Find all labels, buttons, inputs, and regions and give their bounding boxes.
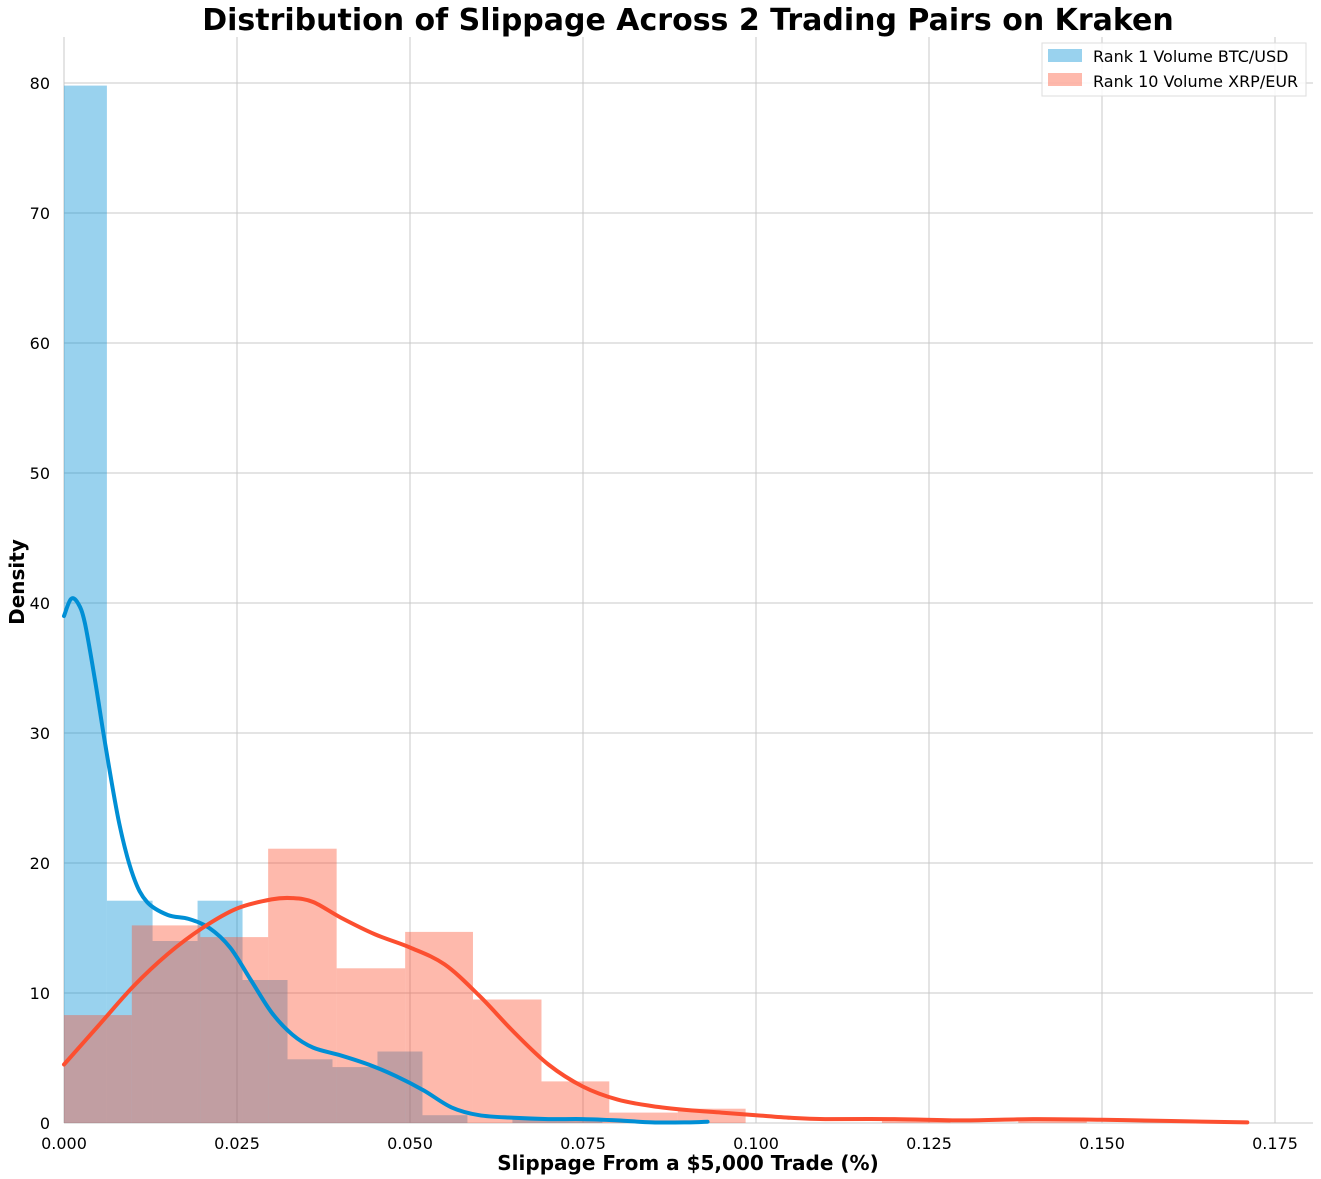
x-tick-label: 0.175 <box>1252 1134 1298 1153</box>
legend-box <box>1041 42 1307 97</box>
y-tick-label: 20 <box>30 854 50 873</box>
y-tick-label: 30 <box>30 724 50 743</box>
histogram-bar-xrp-eur <box>268 848 337 1123</box>
x-tick-label: 0.075 <box>560 1134 606 1153</box>
y-axis-label: Density <box>5 539 29 625</box>
tick-labels: 0.000 0.025 0.050 0.075 0.100 0.125 0.150 0.175… <box>30 74 1298 1153</box>
x-tick-label: 0.000 <box>41 1134 87 1153</box>
y-tick-label: 50 <box>30 464 50 483</box>
histogram-bar-xrp-eur <box>405 931 473 1123</box>
histogram-bar-btc-usd <box>106 900 153 1123</box>
y-tick-label: 10 <box>30 984 50 1003</box>
y-tick-label: 60 <box>30 334 50 353</box>
histogram-bar-xrp-eur <box>200 937 269 1123</box>
y-tick-label: 70 <box>30 204 50 223</box>
x-tick-label: 0.050 <box>387 1134 433 1153</box>
histogram-bar-btc-usd <box>287 1059 333 1123</box>
histogram-bar-btc-usd <box>512 1119 558 1123</box>
chart-title: Distribution of Slippage Across 2 Tradin… <box>202 3 1174 38</box>
legend-label-btc-usd: Rank 1 Volume BTC/USD <box>1093 47 1288 66</box>
x-tick-label: 0.125 <box>906 1134 952 1153</box>
legend-swatch-xrp-eur <box>1048 73 1082 86</box>
histogram-bar-xrp-eur <box>64 1015 132 1123</box>
histogram-bar-btc-usd <box>64 85 107 1124</box>
histogram-bar-btc-usd <box>332 1067 378 1123</box>
legend: Rank 1 Volume BTC/USD Rank 10 Volume XRP… <box>1041 42 1307 97</box>
legend-label-xrp-eur: Rank 10 Volume XRP/EUR <box>1093 72 1298 91</box>
histogram-bar-xrp-eur <box>609 1112 678 1123</box>
histogram-bar-xrp-eur <box>336 968 406 1123</box>
histogram-bar-btc-usd <box>422 1115 468 1123</box>
x-axis-label: Slippage From a $5,000 Trade (%) <box>497 1151 878 1175</box>
histogram-bar-xrp-eur <box>131 925 201 1123</box>
legend-swatch-btc-usd <box>1048 49 1082 62</box>
x-tick-label: 0.025 <box>214 1134 260 1153</box>
kde-curves <box>62 596 1250 1125</box>
grid-lines <box>63 37 1313 1124</box>
histogram-bar-xrp-eur <box>541 1081 610 1123</box>
y-tick-label: 0 <box>40 1114 50 1133</box>
histogram-bars <box>64 85 1087 1124</box>
histogram-bar-xrp-eur <box>472 999 542 1123</box>
y-tick-label: 80 <box>30 74 50 93</box>
histogram-bar-btc-usd <box>152 941 198 1123</box>
x-tick-label: 0.150 <box>1079 1134 1125 1153</box>
kde-line-btc-usd <box>62 596 710 1125</box>
kde-line-xrp-eur <box>62 895 1250 1125</box>
x-tick-label: 0.100 <box>733 1134 779 1153</box>
y-tick-label: 40 <box>30 594 50 613</box>
